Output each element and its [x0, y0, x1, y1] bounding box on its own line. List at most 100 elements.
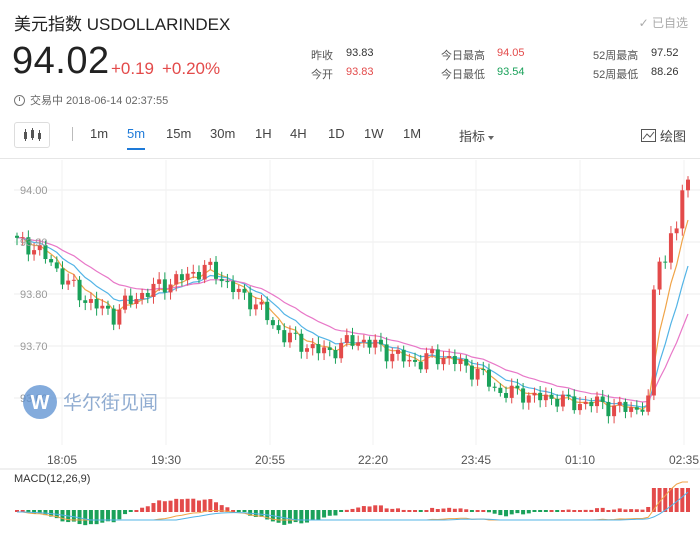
- macd-bar: [390, 508, 395, 512]
- candle-body: [492, 386, 497, 388]
- macd-bar: [583, 509, 588, 512]
- macd-bar: [191, 498, 196, 512]
- macd-bar: [361, 506, 366, 512]
- candle-body: [629, 407, 634, 412]
- candle-body: [208, 261, 213, 265]
- tab-30m[interactable]: 30m: [210, 126, 236, 141]
- macd-bar: [196, 500, 201, 512]
- tab-15m[interactable]: 15m: [166, 126, 192, 141]
- y-tick-label: 94.00: [20, 185, 48, 197]
- macd-bar: [111, 510, 116, 523]
- candle-body: [26, 237, 31, 255]
- macd-bar: [464, 509, 469, 512]
- tab-1h[interactable]: 1H: [255, 126, 272, 141]
- candle-body: [458, 358, 463, 365]
- candle-body: [407, 359, 412, 362]
- tab-1mo[interactable]: 1M: [403, 126, 422, 141]
- candle-body: [606, 401, 611, 417]
- candle-body: [179, 274, 184, 281]
- candle-body: [344, 335, 349, 343]
- tab-4h[interactable]: 4H: [290, 126, 307, 141]
- svg-text:W: W: [31, 392, 50, 414]
- candle-body: [333, 350, 338, 359]
- candle-body: [447, 356, 452, 358]
- candle-body: [577, 404, 582, 411]
- stat-label-day-high: 今日最高: [441, 50, 485, 62]
- candle-body: [475, 369, 480, 380]
- candle-body: [134, 299, 139, 304]
- candle-body: [60, 268, 65, 285]
- candle-body: [123, 295, 128, 310]
- checkmark-icon: ✓: [638, 16, 649, 30]
- macd-bar: [418, 510, 423, 512]
- candle-body: [253, 304, 258, 310]
- macd-bar: [452, 508, 457, 512]
- candle-body: [549, 394, 554, 399]
- candle-body: [486, 369, 491, 387]
- macd-bar: [657, 488, 662, 512]
- candle-body: [498, 387, 503, 393]
- macd-bar: [572, 510, 577, 512]
- candle-body: [384, 344, 389, 362]
- tab-1d[interactable]: 1D: [328, 126, 345, 141]
- chart-type-button[interactable]: [14, 122, 50, 148]
- candle-body: [560, 394, 565, 407]
- candle-body: [151, 283, 156, 297]
- stat-label-52w-low: 52周最低: [593, 69, 639, 81]
- macd-bar: [430, 507, 435, 512]
- candle-body: [589, 401, 594, 407]
- macd-bar: [43, 510, 48, 516]
- candle-body: [111, 308, 116, 325]
- macd-bar: [157, 500, 162, 512]
- draw-tool-button[interactable]: 绘图: [640, 126, 686, 145]
- candle-body: [464, 358, 469, 366]
- candle-body: [299, 333, 304, 352]
- macd-bar: [617, 508, 622, 512]
- macd-bar: [538, 510, 543, 512]
- indicator-dropdown[interactable]: 指标: [459, 126, 495, 145]
- candle-body: [105, 305, 110, 309]
- macd-bar: [185, 498, 190, 512]
- macd-bar: [543, 510, 548, 512]
- candle-body: [583, 401, 588, 405]
- x-tick-label: 18:05: [47, 453, 77, 467]
- x-tick-label: 19:30: [151, 453, 181, 467]
- macd-bar: [674, 488, 679, 512]
- candle-body: [526, 395, 531, 403]
- candle-body: [276, 325, 281, 331]
- macd-bar: [208, 499, 213, 512]
- macd-bar: [287, 510, 292, 524]
- candle-body: [71, 279, 76, 281]
- watchlist-added-button[interactable]: ✓ 已自选: [639, 14, 688, 31]
- macd-bar: [162, 501, 167, 512]
- macd-bar: [77, 510, 82, 525]
- tab-1w[interactable]: 1W: [364, 126, 384, 141]
- stat-label-open: 今开: [311, 69, 333, 81]
- macd-bar: [117, 510, 122, 520]
- candle-body: [395, 349, 400, 354]
- macd-bar: [174, 498, 179, 512]
- macd-bar: [15, 510, 19, 512]
- macd-bar: [481, 510, 486, 512]
- tab-5m[interactable]: 5m: [127, 126, 146, 150]
- macd-bar: [646, 506, 651, 512]
- macd-bar: [595, 508, 600, 512]
- candle-body: [657, 261, 662, 290]
- macd-bar: [384, 508, 389, 512]
- candle-body: [242, 288, 247, 293]
- draw-tool-label: 绘图: [659, 129, 686, 144]
- stat-value-52w-high: 97.52: [651, 47, 679, 59]
- candle-body: [452, 356, 457, 365]
- candle-body: [521, 388, 526, 403]
- tab-1m[interactable]: 1m: [90, 126, 109, 141]
- candle-body: [663, 261, 668, 263]
- macd-bar: [225, 507, 230, 512]
- candle-body: [191, 271, 196, 274]
- candle-body: [555, 398, 560, 407]
- candle-body: [94, 299, 99, 309]
- macd-bar: [83, 510, 88, 526]
- candle-body: [686, 179, 690, 191]
- macd-bar: [663, 488, 668, 512]
- candle-body: [128, 295, 133, 304]
